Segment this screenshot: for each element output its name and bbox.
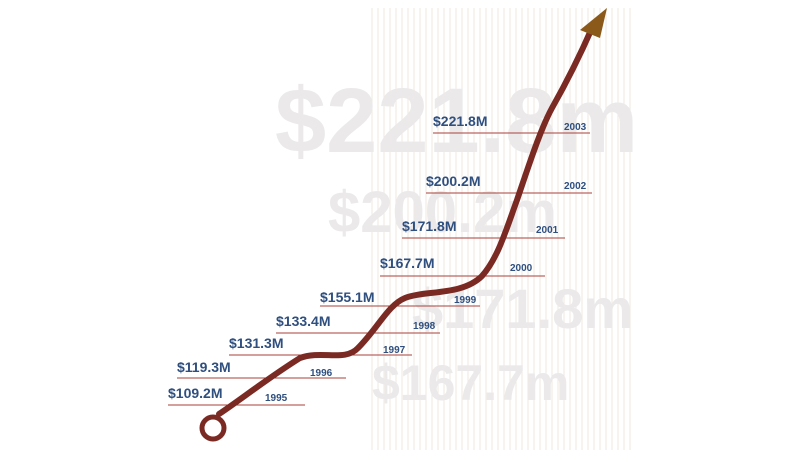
growth-trend-line [216,25,595,417]
year-label: 2002 [564,181,587,192]
year-label: 1995 [265,393,288,404]
data-value-label: $155.1M [320,289,374,305]
year-label: 1996 [310,368,333,379]
year-label: 2003 [564,122,587,133]
data-value-label: $221.8M [433,113,487,129]
watermark-text: $167.7m [372,355,569,411]
start-circle-marker [199,414,227,442]
watermark-text: $171.8m [412,277,633,340]
value-labels: $109.2M 1995 $119.3M 1996 $131.3M 1997 $133.4M… [168,113,587,404]
label-rules [168,132,592,406]
arrowhead-icon [580,8,607,38]
data-value-label: $167.7M [380,255,434,271]
year-label: 2001 [536,225,559,236]
background-stripes [371,8,631,450]
data-value-label: $133.4M [276,313,330,329]
year-label: 1998 [413,321,436,332]
data-value-label: $109.2M [168,385,222,401]
year-label: 2000 [510,263,533,274]
data-value-label: $200.2M [426,173,480,189]
data-value-label: $131.3M [229,335,283,351]
watermark-values: $221.8m$200.2m$171.8m$167.7m [275,70,638,411]
watermark-text: $221.8m [275,70,638,172]
data-value-label: $119.3M [177,359,231,375]
data-value-label: $171.8M [402,218,456,234]
year-label: 1999 [454,295,477,306]
year-label: 1997 [383,345,406,356]
